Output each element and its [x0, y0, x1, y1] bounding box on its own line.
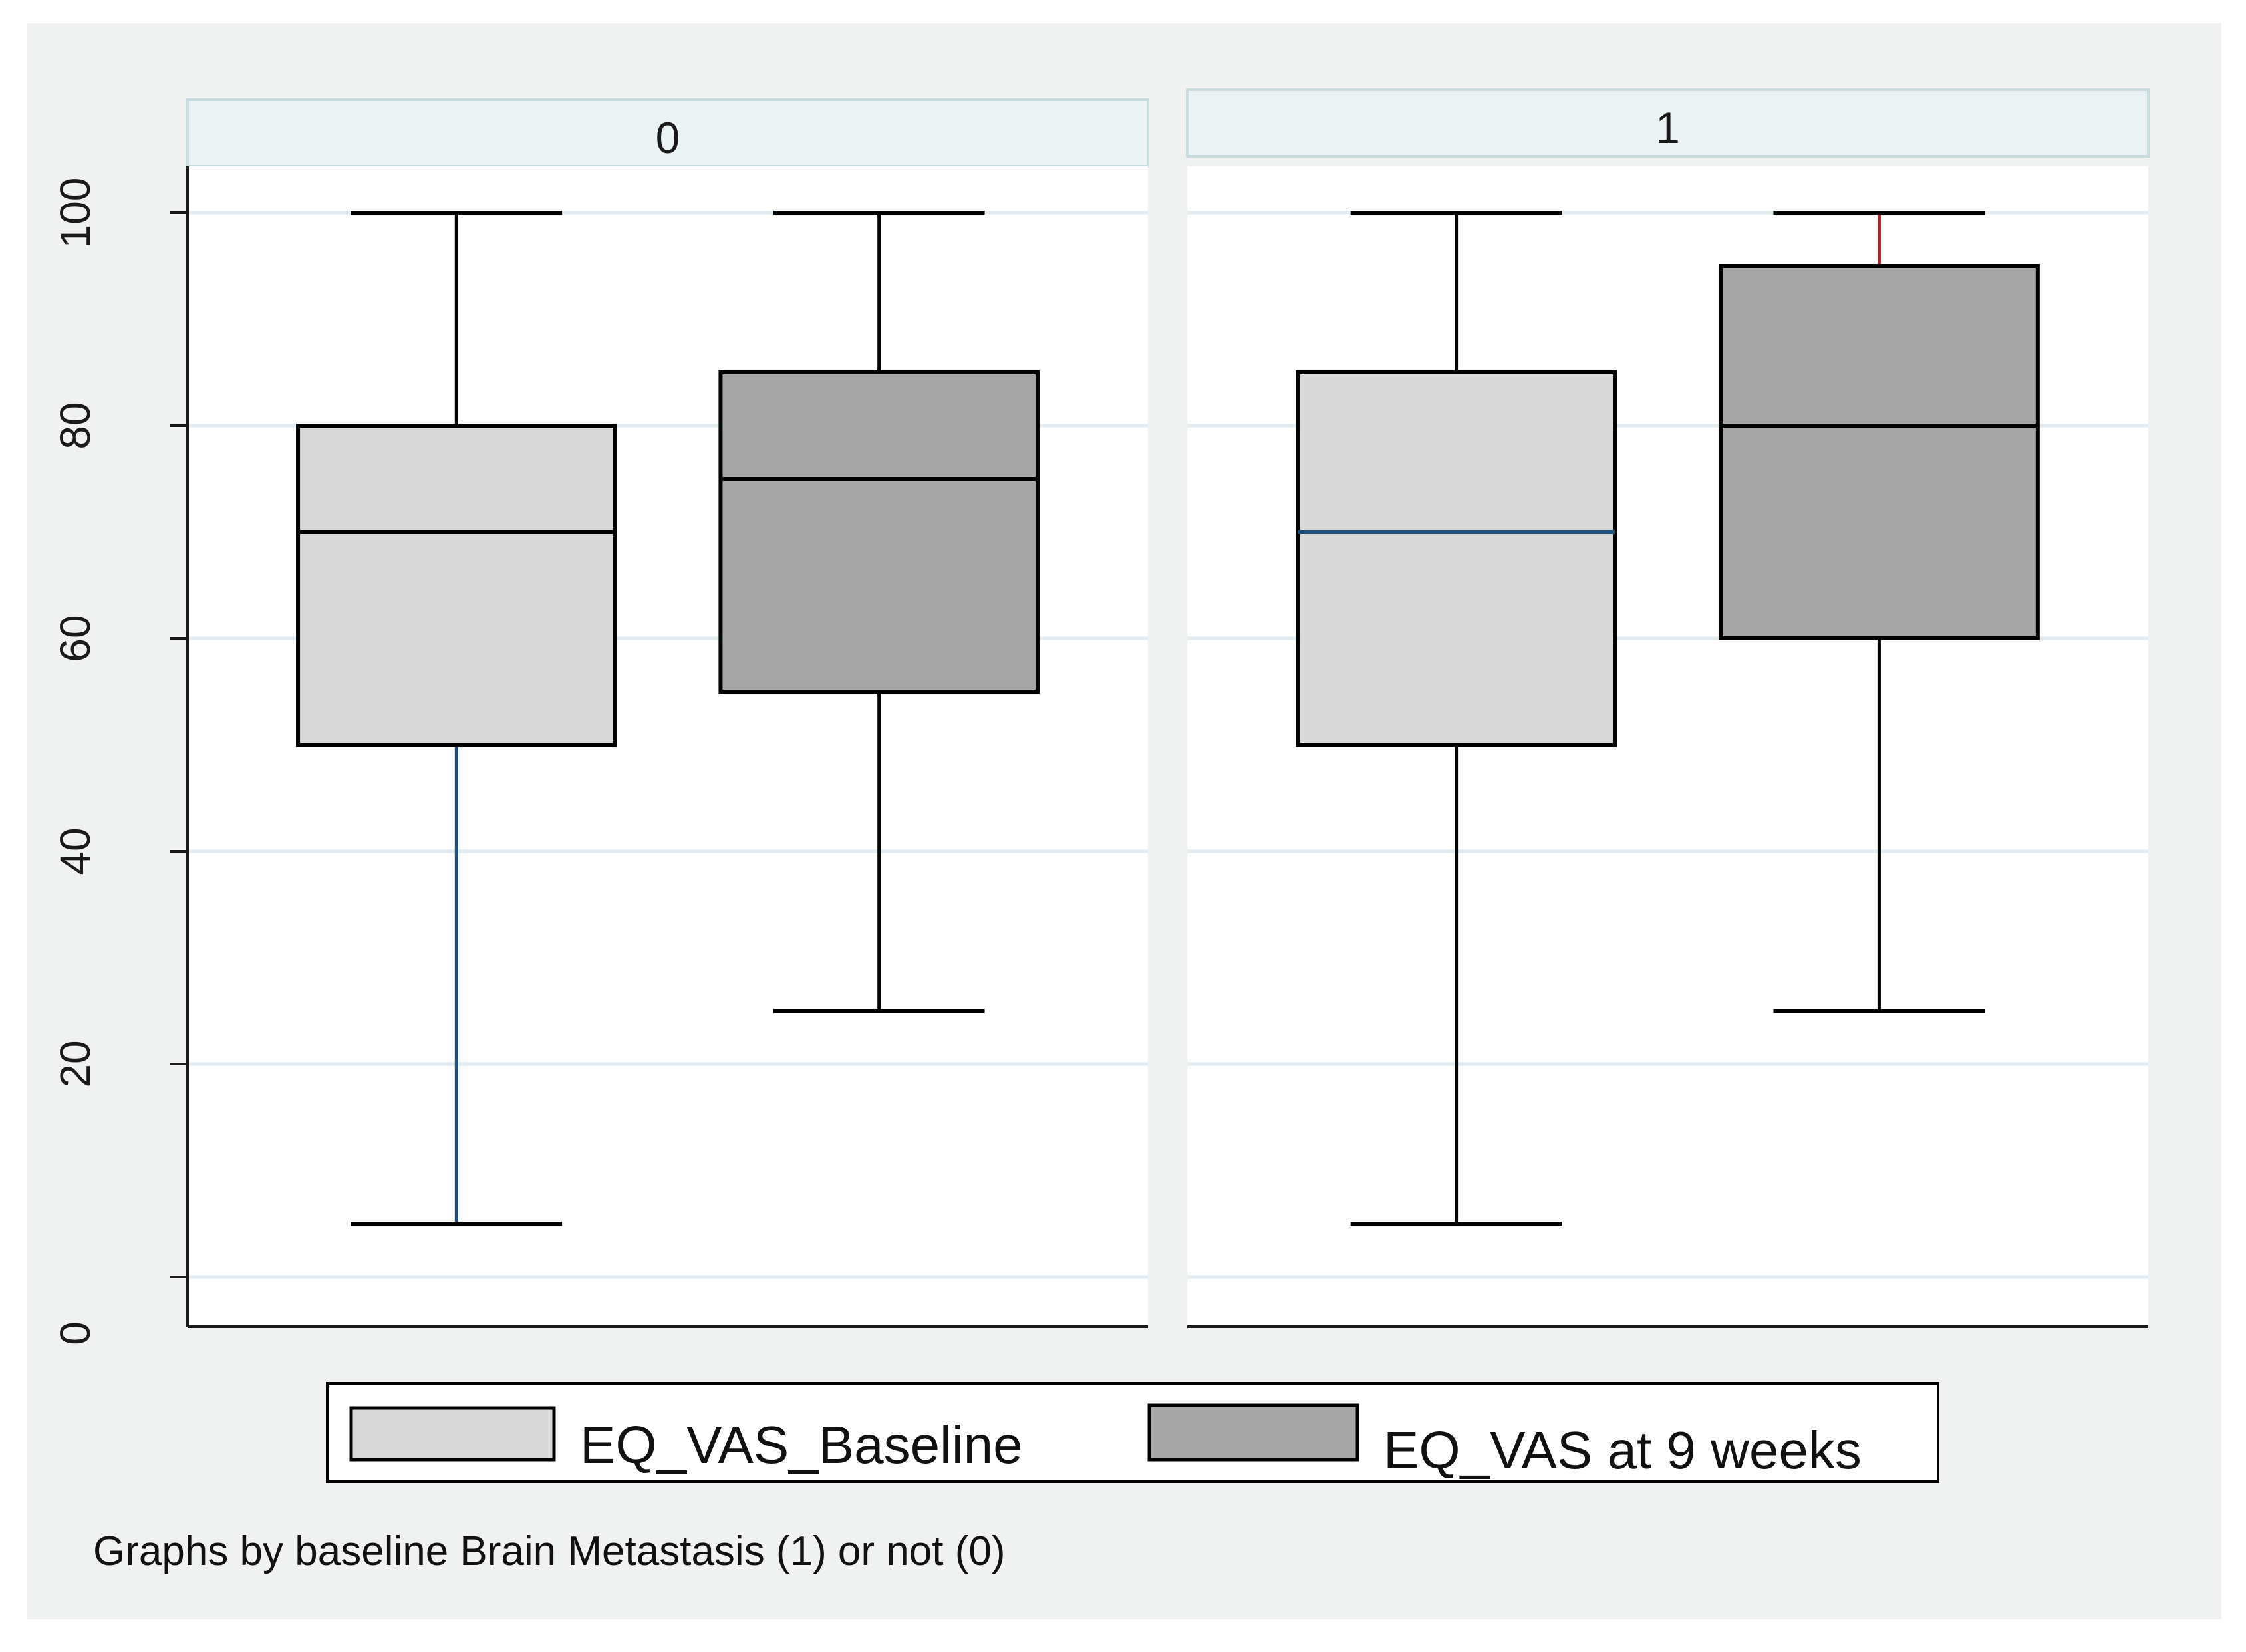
box-baseline [1296, 211, 1617, 1226]
legend-label: EQ_VAS at 9 weeks [1383, 1421, 1862, 1480]
legend-item: EQ_VAS at 9 weeks [1147, 1403, 1862, 1480]
panel-1: 1 [1186, 88, 2150, 1328]
box-baseline [296, 211, 617, 1226]
box-9-weeks [718, 211, 1040, 1013]
y-tick-label: 20 [51, 1040, 99, 1087]
iqr-box [718, 370, 1040, 694]
legend: EQ_VAS_Baseline EQ_VAS at 9 weeks [326, 1382, 1939, 1483]
legend-swatch [1147, 1403, 1359, 1462]
y-tick-label: 60 [51, 615, 99, 662]
panel-strip-label: 0 [656, 113, 680, 162]
panel-strip-label: 1 [1655, 103, 1680, 152]
box-9-weeks [1718, 211, 2040, 1013]
panel-0: 0 [186, 98, 1149, 1328]
iqr-box [1296, 370, 1617, 747]
panel-strip [1186, 88, 2150, 158]
legend-swatch [349, 1406, 556, 1462]
iqr-box [1718, 264, 2040, 640]
y-tick-label: 100 [51, 178, 99, 249]
legend-box [326, 1382, 1939, 1483]
y-tick-label: 0 [51, 1321, 99, 1345]
y-tick-label: 80 [51, 402, 99, 449]
iqr-box [296, 424, 617, 747]
legend-label: EQ_VAS_Baseline [580, 1415, 1023, 1474]
graph-note: Graphs by baseline Brain Metastasis (1) … [93, 1528, 1005, 1574]
legend-item: EQ_VAS_Baseline [349, 1406, 1023, 1474]
y-tick-label: 40 [51, 827, 99, 875]
